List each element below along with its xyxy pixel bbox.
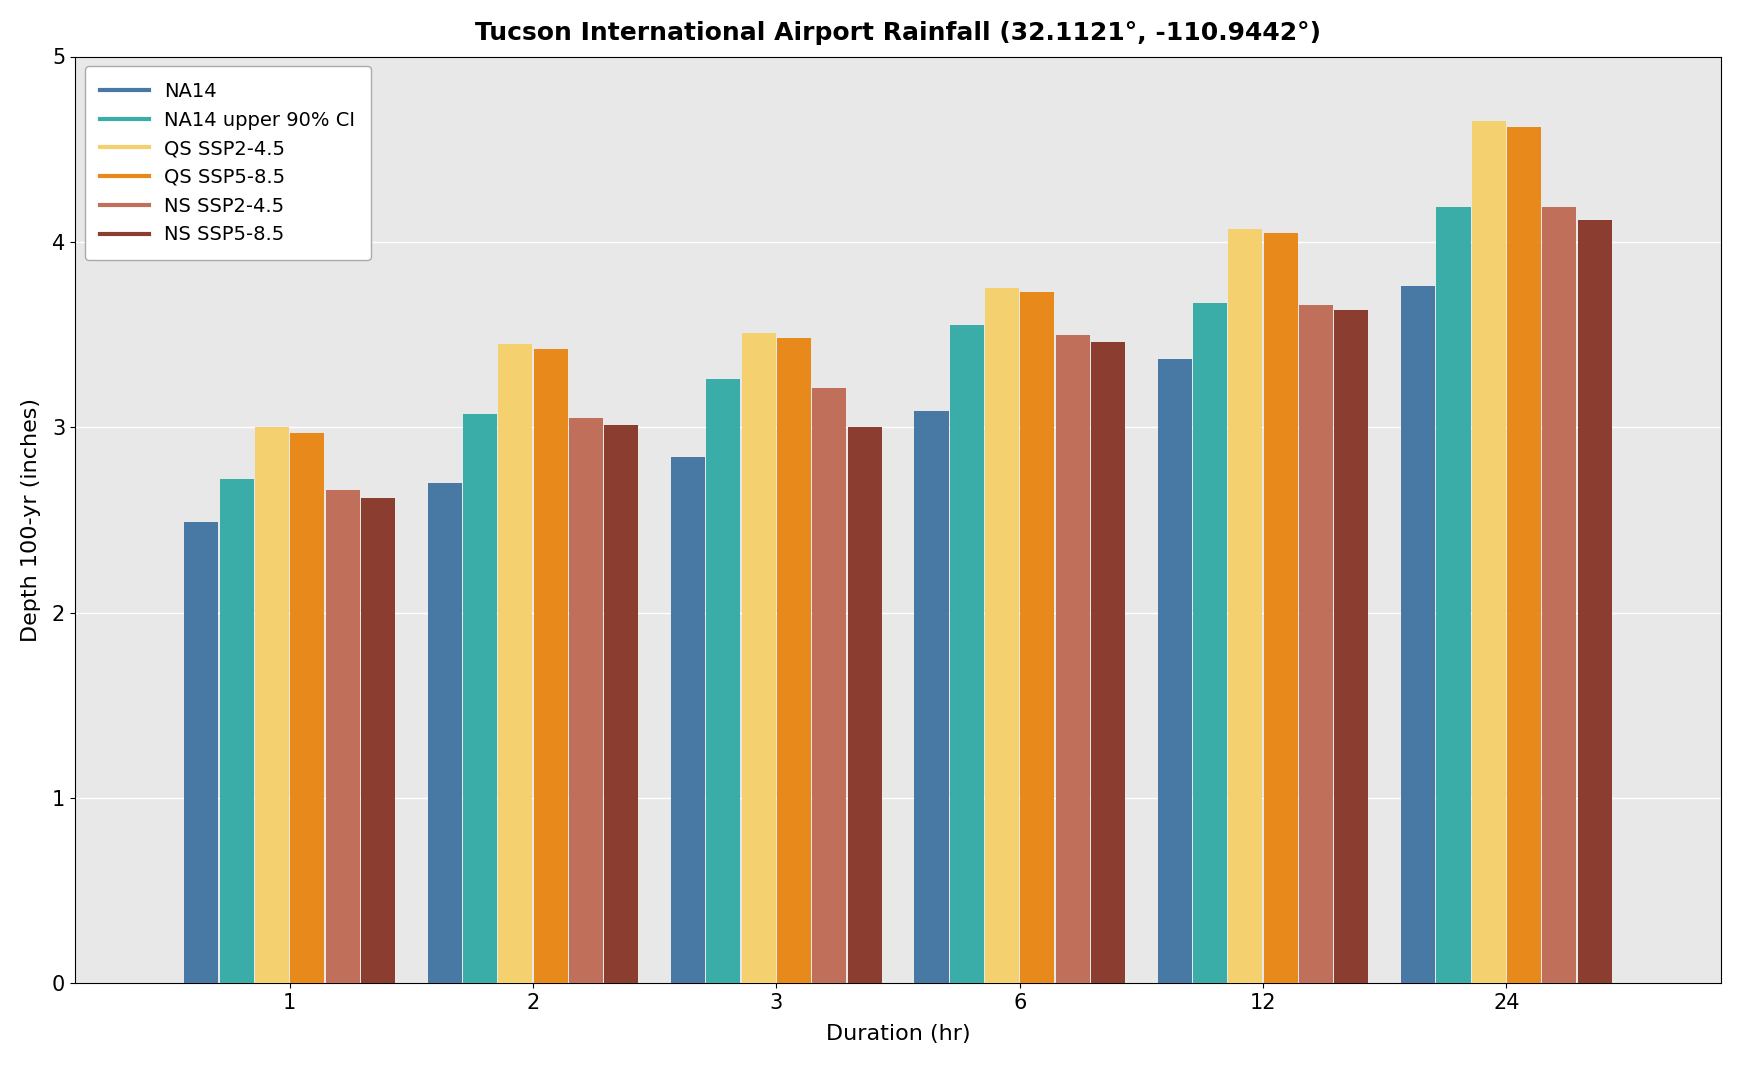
Bar bbox=[1228, 229, 1263, 983]
Bar bbox=[848, 427, 881, 983]
Y-axis label: Depth 100-yr (inches): Depth 100-yr (inches) bbox=[21, 398, 40, 642]
Bar bbox=[984, 289, 1019, 983]
Bar bbox=[949, 325, 984, 983]
Bar bbox=[498, 344, 533, 983]
Bar bbox=[291, 432, 324, 983]
Bar bbox=[1300, 305, 1333, 983]
Bar bbox=[1193, 304, 1226, 983]
Bar bbox=[254, 427, 289, 983]
Bar bbox=[671, 457, 706, 983]
Bar bbox=[326, 490, 359, 983]
Bar bbox=[570, 417, 603, 983]
Bar bbox=[429, 482, 462, 983]
Bar bbox=[1263, 232, 1298, 983]
Bar bbox=[777, 339, 812, 983]
Bar bbox=[1056, 334, 1090, 983]
Bar bbox=[1437, 207, 1470, 983]
Bar bbox=[742, 332, 775, 983]
Legend: NA14, NA14 upper 90% CI, QS SSP2-4.5, QS SSP5-8.5, NS SSP2-4.5, NS SSP5-8.5: NA14, NA14 upper 90% CI, QS SSP2-4.5, QS… bbox=[85, 66, 371, 260]
Bar bbox=[219, 479, 254, 983]
Bar bbox=[1578, 219, 1611, 983]
Bar bbox=[361, 497, 395, 983]
Bar bbox=[1507, 127, 1542, 983]
Bar bbox=[604, 425, 638, 983]
X-axis label: Duration (hr): Duration (hr) bbox=[826, 1025, 970, 1044]
Bar bbox=[1401, 286, 1435, 983]
Bar bbox=[1158, 359, 1192, 983]
Bar bbox=[1542, 207, 1577, 983]
Bar bbox=[1334, 311, 1367, 983]
Bar bbox=[533, 349, 568, 983]
Bar bbox=[707, 379, 740, 983]
Bar bbox=[915, 410, 949, 983]
Bar bbox=[185, 522, 218, 983]
Title: Tucson International Airport Rainfall (32.1121°, -110.9442°): Tucson International Airport Rainfall (3… bbox=[476, 21, 1320, 45]
Bar bbox=[1090, 342, 1125, 983]
Bar bbox=[1021, 292, 1054, 983]
Bar bbox=[1472, 121, 1505, 983]
Bar bbox=[812, 389, 847, 983]
Bar bbox=[463, 414, 496, 983]
